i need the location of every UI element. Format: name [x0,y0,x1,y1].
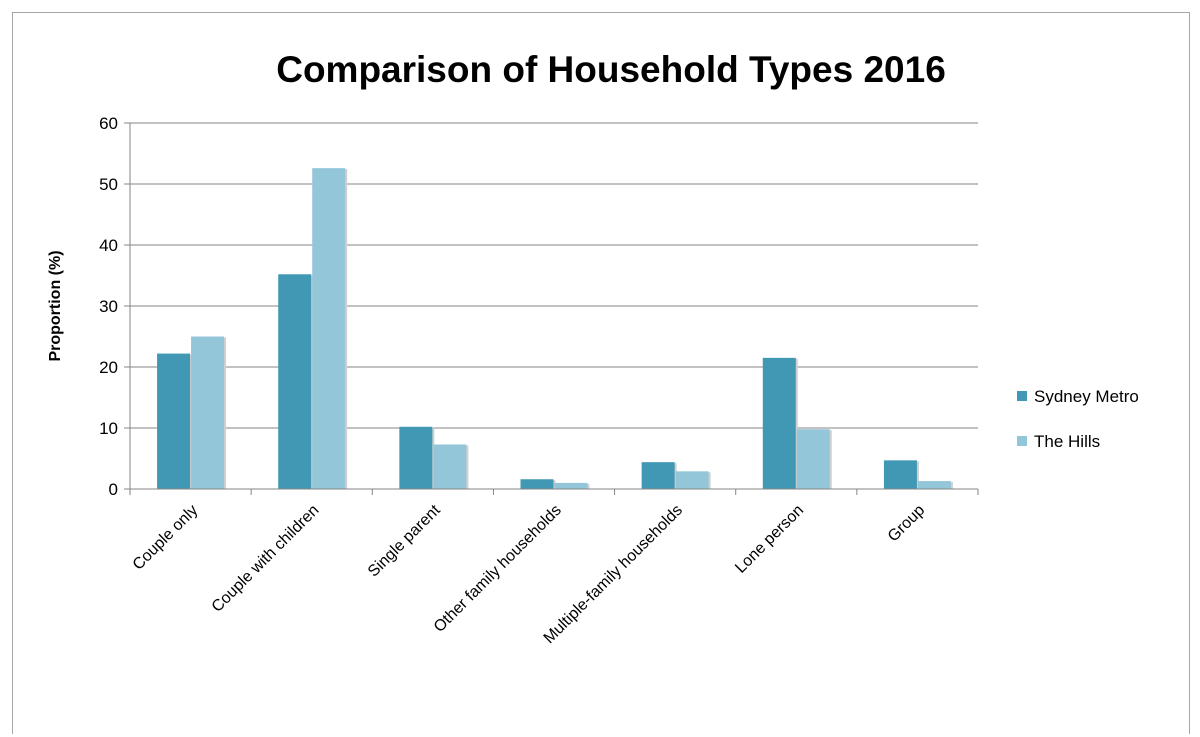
bar-the-hills [917,481,951,489]
bar-the-hills [312,168,346,489]
chart-canvas: Comparison of Household Types 2016 0 10 20… [47,49,1139,647]
y-tick-labels: 0 10 20 30 40 50 60 [99,114,118,499]
y-tick-label: 0 [109,480,118,499]
legend-swatch [1017,436,1027,446]
legend-label: Sydney Metro [1034,387,1139,406]
bar-the-hills [796,429,830,489]
gridlines [124,122,978,490]
bar-sydney-metro [641,462,675,489]
chart-title: Comparison of Household Types 2016 [276,49,946,90]
bar-the-hills [554,482,588,489]
legend-swatch [1017,391,1027,401]
x-category-label: Couple only [130,502,202,574]
legend: Sydney Metro The Hills [1017,387,1139,451]
x-category-label: Multiple-family households [541,502,686,647]
x-category-label: Couple with children [209,502,323,616]
x-category-labels: Couple only Couple with children Single pa… [130,501,929,647]
y-tick-label: 60 [99,114,118,133]
bar-the-hills [675,471,709,489]
x-category-label: Single parent [365,501,444,580]
legend-label: The Hills [1034,432,1100,451]
y-tick-label: 50 [99,175,118,194]
x-category-label: Lone person [732,502,807,577]
bar-the-hills [433,444,467,489]
y-tick-label: 30 [99,297,118,316]
bars [157,168,953,489]
bar-the-hills [191,336,225,489]
bar-sydney-metro [883,460,917,489]
y-tick-label: 20 [99,358,118,377]
bar-sydney-metro [399,426,433,489]
x-category-label: Other family households [431,502,565,636]
bar-sydney-metro [762,357,796,489]
chart-frame: Comparison of Household Types 2016 0 10 20… [12,12,1190,734]
y-tick-label: 40 [99,236,118,255]
y-tick-label: 10 [99,419,118,438]
bar-sydney-metro [278,274,312,489]
x-category-label: Group [885,502,929,546]
axes [129,123,979,495]
bar-sydney-metro [520,479,554,489]
y-axis-label: Proportion (%) [47,250,64,361]
bar-sydney-metro [157,353,191,489]
